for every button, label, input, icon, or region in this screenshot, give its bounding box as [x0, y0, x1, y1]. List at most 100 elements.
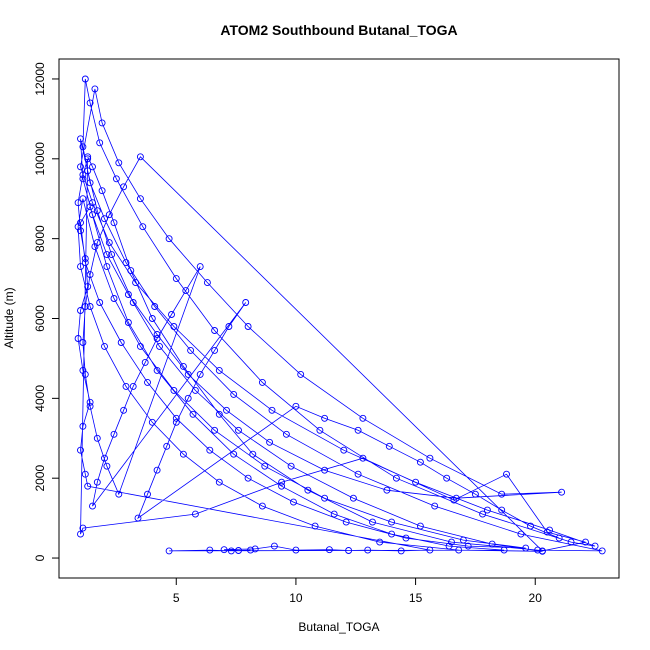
data-point: [84, 167, 92, 175]
data-point: [136, 342, 144, 350]
x-axis-label: Butanal_TOGA: [298, 620, 379, 634]
data-point: [582, 538, 589, 546]
data-point: [96, 139, 104, 147]
data-point: [136, 153, 144, 161]
data-point: [555, 534, 563, 542]
x-tick-label: 20: [529, 591, 543, 605]
y-tick-label: 6000: [33, 305, 47, 332]
data-point: [196, 263, 204, 271]
data-point: [144, 490, 151, 498]
x-tick-label: 5: [173, 591, 180, 605]
data-point: [206, 546, 214, 554]
data-point: [184, 394, 192, 402]
data-point: [165, 235, 173, 243]
data-point: [325, 546, 333, 554]
data-point: [321, 466, 329, 474]
data-point: [84, 482, 92, 490]
data-point: [86, 99, 94, 107]
data-point: [522, 544, 530, 552]
data-point: [103, 462, 111, 470]
data-point: [122, 259, 130, 267]
data-point: [153, 335, 161, 342]
data-point: [471, 490, 479, 498]
data-point: [503, 470, 510, 478]
data-point: [206, 446, 214, 454]
data-point: [215, 478, 223, 486]
data-point: [77, 263, 84, 271]
data-point: [117, 339, 125, 346]
data-point: [79, 524, 87, 532]
data-point: [383, 486, 391, 494]
data-point: [455, 546, 463, 554]
data-point: [517, 530, 525, 538]
data-point: [500, 546, 508, 554]
data-point: [215, 410, 223, 418]
data-point: [292, 402, 300, 410]
data-point: [340, 446, 348, 454]
data-point: [86, 398, 94, 406]
data-point: [170, 386, 178, 394]
data-point: [84, 153, 92, 161]
data-point: [129, 299, 137, 306]
data-point: [79, 175, 87, 183]
data-point: [79, 339, 87, 346]
x-tick-label: 10: [289, 591, 303, 605]
data-point: [321, 494, 329, 502]
data-point: [459, 536, 467, 544]
data-point: [369, 518, 376, 526]
data-point: [124, 319, 132, 326]
data-point: [93, 207, 101, 215]
x-tick-label: 15: [409, 591, 423, 605]
data-point: [448, 538, 455, 546]
data-point: [397, 547, 405, 555]
data-point: [567, 538, 575, 546]
data-point: [591, 542, 599, 550]
data-point: [534, 546, 542, 554]
data-point: [139, 223, 147, 231]
chart-title: ATOM2 Southbound Butanal_TOGA: [220, 22, 457, 38]
data-point: [498, 506, 506, 514]
data-point: [84, 155, 92, 163]
data-point: [101, 215, 108, 223]
data-point: [79, 171, 87, 179]
data-point: [172, 418, 180, 426]
data-point: [89, 199, 96, 207]
data-point: [134, 514, 142, 522]
data-point: [249, 450, 257, 458]
data-point: [247, 546, 254, 554]
y-tick-label: 2000: [33, 465, 47, 492]
data-point: [112, 175, 120, 183]
data-point: [81, 370, 89, 378]
data-point: [268, 406, 276, 414]
data-point: [86, 179, 94, 187]
data-point: [364, 546, 372, 554]
data-point: [215, 366, 223, 374]
data-point: [297, 370, 305, 378]
data-point: [110, 219, 118, 227]
data-point: [120, 406, 128, 414]
y-tick-label: 0: [33, 554, 47, 561]
data-point: [223, 406, 230, 414]
data-point: [93, 239, 101, 247]
data-point: [79, 195, 87, 203]
data-point: [445, 542, 453, 550]
data-point: [79, 366, 87, 374]
data-point: [184, 370, 192, 378]
data-point: [163, 442, 171, 450]
data-point: [261, 462, 269, 470]
data-point: [77, 135, 84, 143]
data-point: [203, 279, 211, 287]
data-point: [258, 502, 266, 510]
data-point: [124, 291, 132, 298]
data-point: [527, 522, 534, 530]
data-point: [165, 547, 173, 555]
data-point: [266, 438, 274, 446]
data-point: [141, 358, 149, 366]
data-point: [86, 271, 94, 279]
data-point: [345, 547, 353, 554]
data-point: [151, 303, 159, 310]
data-point: [110, 430, 118, 438]
y-axis-label: Altitude (m): [2, 287, 16, 348]
data-point: [156, 342, 163, 350]
